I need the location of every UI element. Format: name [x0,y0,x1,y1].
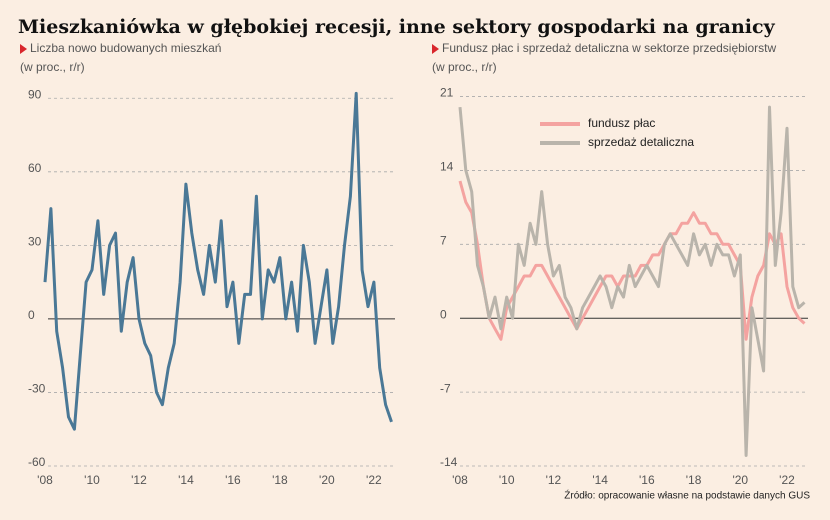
y-tick-label: -14 [440,455,458,469]
x-tick-label: '08 [37,473,53,487]
chart-title: Mieszkaniówka w głębokiej recesji, inne … [18,16,776,38]
x-tick-label: '08 [452,473,468,487]
subtitle: Liczba nowo budowanych mieszkań [30,41,221,55]
y-tick-label: 0 [28,308,35,322]
marker [20,44,27,54]
y-tick-label: -60 [28,455,46,469]
x-tick-label: '18 [272,473,288,487]
line [458,105,806,457]
y-tick-label: 90 [28,87,42,101]
line [43,91,393,431]
x-tick-label: '20 [319,473,335,487]
x-tick-label: '16 [639,473,655,487]
x-tick-label: '10 [499,473,515,487]
legend-label: fundusz płac [588,116,655,130]
x-tick-label: '22 [366,473,382,487]
y-tick-label: 60 [28,161,42,175]
y-tick-label: -7 [440,381,451,395]
subtitle: Fundusz płac i sprzedaż detaliczna w sek… [442,41,776,55]
legend-label: sprzedaż detaliczna [588,135,694,149]
x-tick-label: '16 [225,473,241,487]
x-tick-label: '14 [178,473,194,487]
y-axis-label: (w proc., r/r) [20,60,85,74]
x-tick-label: '12 [131,473,147,487]
y-tick-label: -30 [28,382,46,396]
x-tick-label: '10 [84,473,100,487]
y-axis-label: (w proc., r/r) [432,60,497,74]
y-tick-label: 14 [440,160,454,174]
marker [432,44,439,54]
y-tick-label: 30 [28,235,42,249]
x-tick-label: '18 [686,473,702,487]
x-tick-label: '20 [732,473,748,487]
y-tick-label: 21 [440,86,454,100]
y-tick-label: 7 [440,234,447,248]
x-tick-label: '22 [779,473,795,487]
x-tick-label: '14 [592,473,608,487]
source: Źródło: opracowanie własne na podstawie … [564,489,810,502]
y-tick-label: 0 [440,307,447,321]
x-tick-label: '12 [546,473,562,487]
